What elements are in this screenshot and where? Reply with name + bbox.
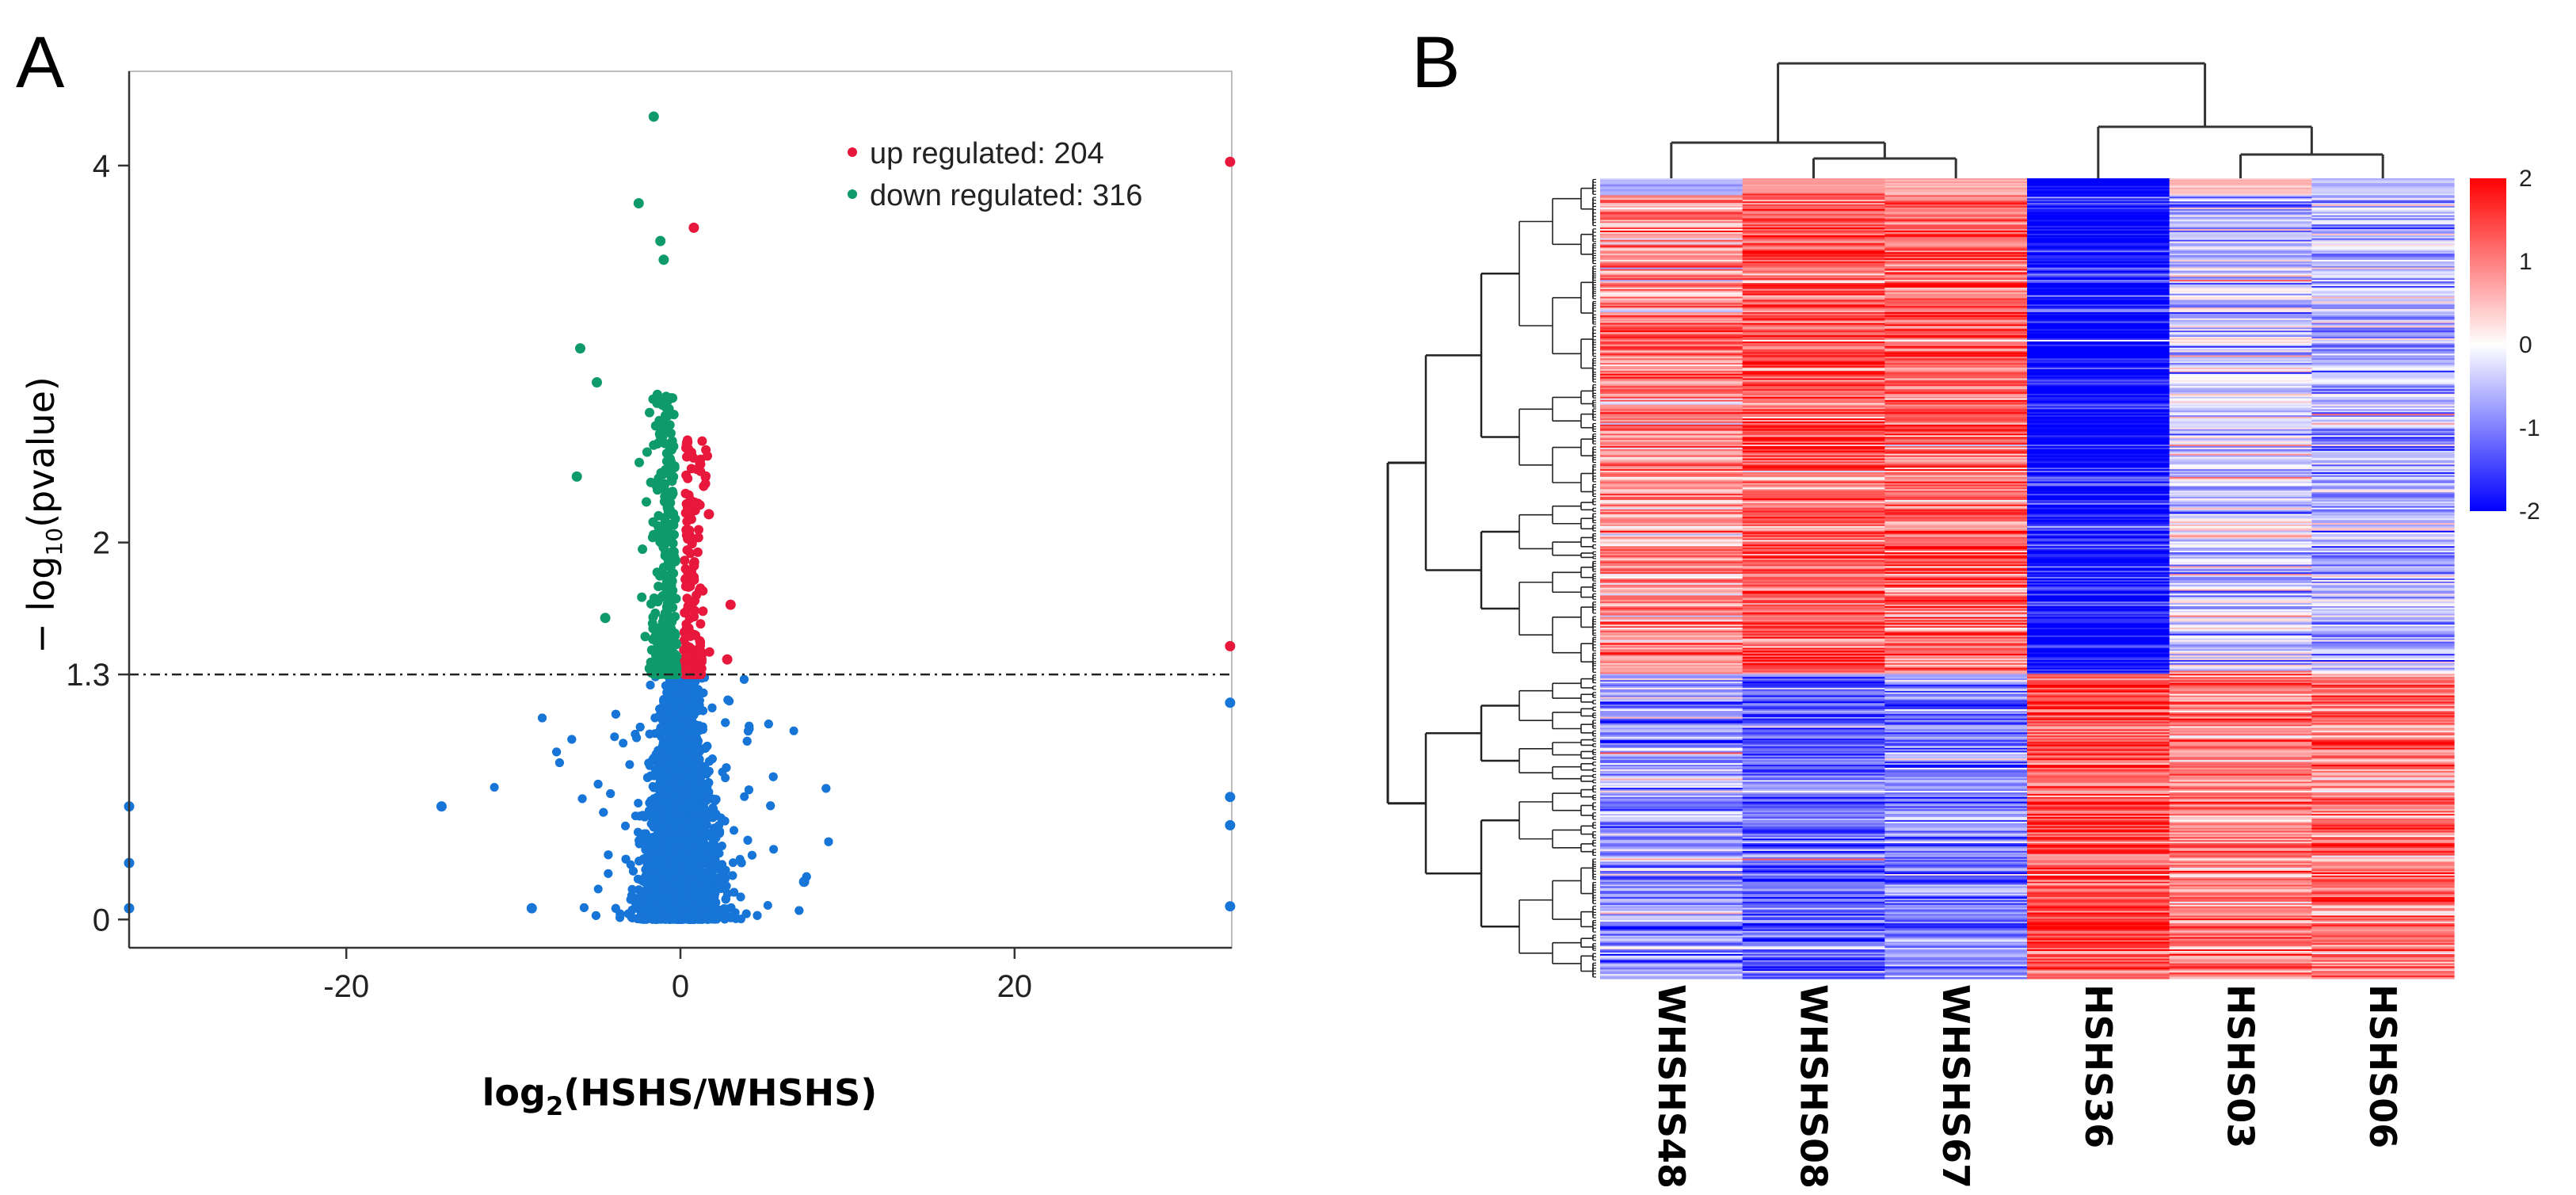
point-not-significant xyxy=(763,901,772,910)
point-not-significant xyxy=(625,760,634,769)
point-not-significant xyxy=(490,783,499,792)
point-not-significant xyxy=(789,726,798,735)
volcano-plot-panel: A 01.324 -20 0 20 up regulated: 204 down r… xyxy=(16,22,1236,1121)
point-not-significant xyxy=(769,845,779,854)
point-not-significant xyxy=(721,773,730,783)
point-not-significant xyxy=(593,884,603,894)
volcano-points xyxy=(124,111,1236,924)
point-not-significant xyxy=(619,739,628,748)
point-not-significant xyxy=(634,799,643,807)
panel-label-a: A xyxy=(16,22,65,103)
point-not-significant xyxy=(728,858,737,868)
point-not-significant xyxy=(717,842,726,850)
point-not-significant xyxy=(730,826,738,835)
point-not-significant xyxy=(610,732,619,742)
point-not-significant xyxy=(621,821,630,830)
